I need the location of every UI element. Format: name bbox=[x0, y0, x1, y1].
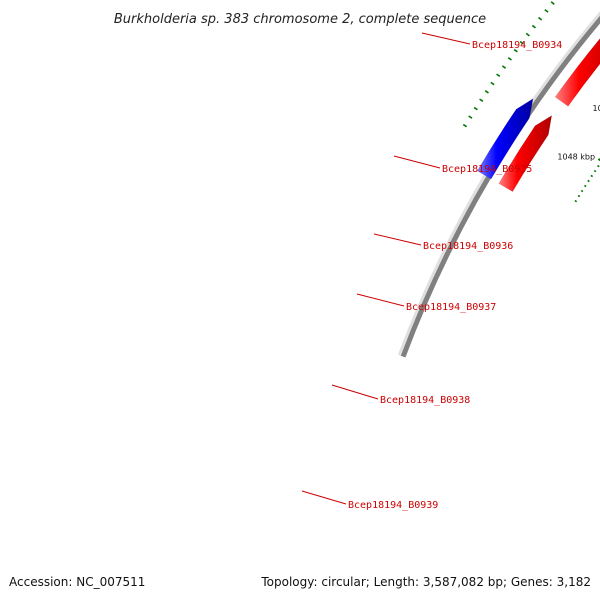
gene-arrow-red bbox=[498, 115, 553, 192]
gene-label-leader bbox=[331, 384, 379, 400]
kbp-label: 1049 kbp bbox=[593, 104, 600, 113]
gene-label: Bcep18194_B0935 bbox=[442, 164, 532, 175]
outer-tick bbox=[519, 40, 524, 45]
minor-tick bbox=[587, 179, 590, 183]
gene-label-leader bbox=[421, 32, 471, 45]
gene-group bbox=[476, 38, 600, 192]
gene-label: Bcep18194_B0939 bbox=[348, 500, 438, 511]
minor-tick bbox=[574, 199, 578, 203]
gene-arrow-blue bbox=[476, 98, 534, 180]
outer-tick bbox=[538, 16, 543, 21]
backbone-line bbox=[400, 15, 600, 358]
gene-label: Bcep18194_B0934 bbox=[472, 40, 562, 51]
outer-tick bbox=[531, 24, 537, 29]
footer-background bbox=[0, 568, 600, 600]
outer-tick bbox=[496, 73, 501, 78]
tick-group bbox=[462, 1, 600, 203]
gene-label-leader bbox=[356, 293, 405, 307]
minor-tick bbox=[580, 189, 584, 193]
outer-tick bbox=[525, 32, 530, 37]
gene-label: Bcep18194_B0936 bbox=[423, 241, 513, 252]
gene-label-group: Bcep18194_B0934 Bcep18194_B0935 Bcep18194_… bbox=[301, 32, 562, 511]
outer-tick bbox=[501, 65, 507, 69]
minor-tick bbox=[590, 174, 594, 178]
minor-tick bbox=[577, 194, 581, 198]
backbone-highlight bbox=[397, 11, 600, 356]
outer-tick bbox=[507, 57, 512, 61]
minor-tick bbox=[597, 164, 600, 168]
outer-tick bbox=[479, 98, 484, 102]
minor-tick bbox=[593, 169, 597, 173]
gene-label: Bcep18194_B0937 bbox=[406, 302, 496, 313]
outer-tick bbox=[484, 90, 489, 94]
outer-tick bbox=[513, 48, 518, 53]
summary-text: Topology: circular; Length: 3,587,082 bp… bbox=[260, 575, 591, 589]
gene-label-leader bbox=[373, 233, 422, 246]
outer-tick bbox=[468, 115, 473, 119]
gene-label: Bcep18194_B0938 bbox=[380, 395, 470, 406]
outer-tick bbox=[544, 8, 549, 13]
outer-tick bbox=[462, 123, 468, 128]
outer-tick bbox=[550, 1, 555, 5]
gene-arrow-red bbox=[554, 38, 600, 107]
gene-label-leader bbox=[301, 490, 347, 505]
backbone-group bbox=[397, 11, 600, 358]
outer-tick bbox=[490, 81, 495, 86]
minor-tick bbox=[584, 184, 587, 188]
outer-tick bbox=[473, 106, 478, 111]
accession-text: Accession: NC_007511 bbox=[9, 575, 145, 589]
kbp-label-group: 1048 kbp1049 kbp1050 kbp1051 kbp1052 kbp… bbox=[557, 104, 600, 162]
map-title: Burkholderia sp. 383 chromosome 2, compl… bbox=[114, 12, 486, 27]
gene-label-leader bbox=[393, 155, 441, 169]
kbp-label: 1048 kbp bbox=[557, 153, 595, 162]
